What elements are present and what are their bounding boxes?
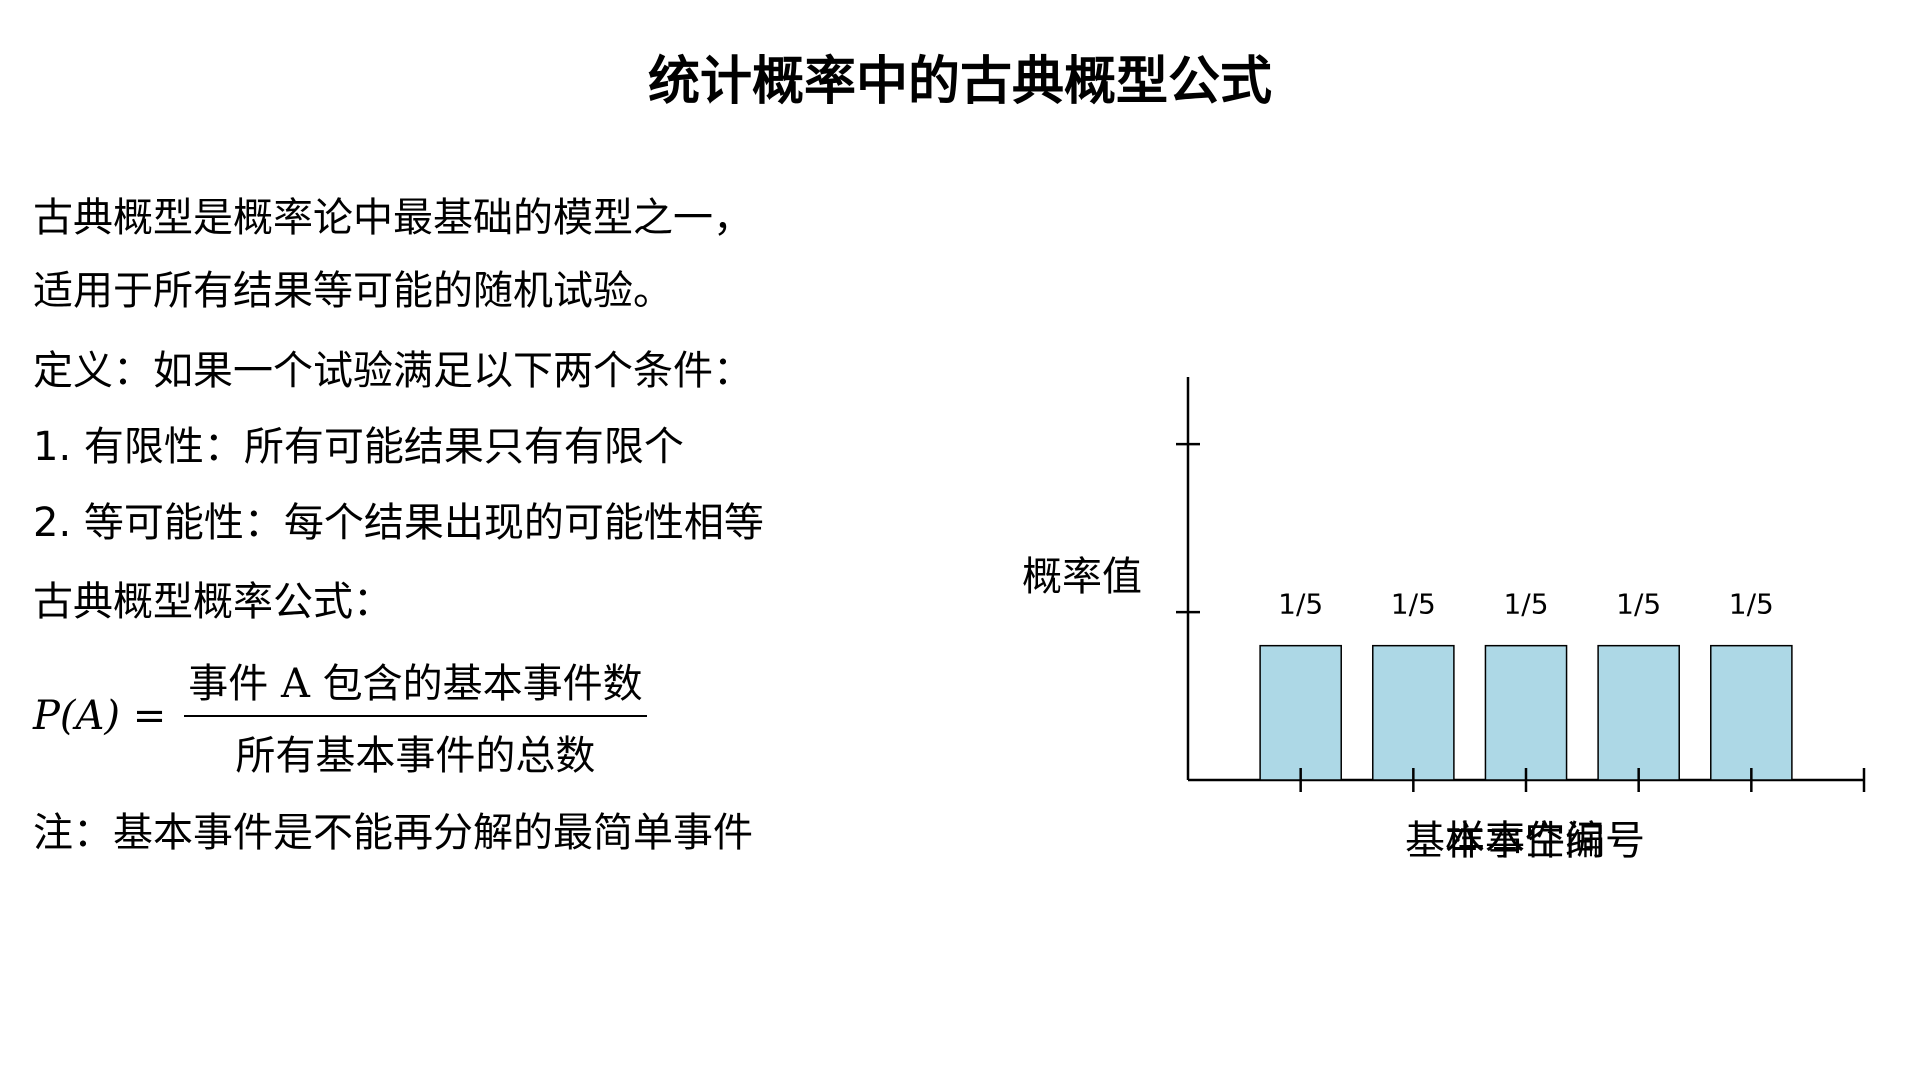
paragraph: 2. 等可能性：每个结果出现的可能性相等 bbox=[33, 500, 764, 546]
value-label: 1/5 bbox=[1503, 588, 1548, 621]
title: 统计概率中的古典概型公式 bbox=[647, 52, 1273, 112]
bar bbox=[1710, 644, 1793, 781]
bar bbox=[1597, 644, 1680, 781]
value-label: 1/5 bbox=[1391, 588, 1436, 621]
x-annotation: 样本空间 bbox=[1445, 818, 1605, 864]
bar bbox=[1259, 644, 1342, 781]
formula-lhs: P(A) = bbox=[33, 693, 167, 739]
bar bbox=[1484, 644, 1568, 781]
paragraph: 适用于所有结果等可能的随机试验。 bbox=[33, 268, 673, 314]
value-label: 1/5 bbox=[1616, 588, 1661, 621]
fraction: 事件 A 包含的基本事件数 所有基本事件的总数 bbox=[184, 651, 647, 781]
x-axis-label: 基本事件编号 bbox=[1405, 818, 1645, 864]
y-axis-label: 概率值 bbox=[1022, 554, 1142, 600]
denominator: 所有基本事件的总数 bbox=[235, 733, 596, 779]
paragraph: 定义：如果一个试验满足以下两个条件： bbox=[33, 348, 753, 394]
note: 注：基本事件是不能再分解的最简单事件 bbox=[33, 810, 753, 856]
formula: P(A) = 事件 A 包含的基本事件数 所有基本事件的总数 bbox=[33, 651, 647, 781]
numerator: 事件 A 包含的基本事件数 bbox=[184, 651, 647, 717]
paragraph: 古典概型概率公式： bbox=[33, 579, 393, 625]
bar bbox=[1372, 644, 1455, 781]
value-label: 1/5 bbox=[1729, 588, 1774, 621]
value-label: 1/5 bbox=[1278, 588, 1323, 621]
paragraph: 古典概型是概率论中最基础的模型之一， bbox=[33, 195, 753, 241]
paragraph: 1. 有限性：所有可能结果只有有限个 bbox=[33, 424, 684, 470]
